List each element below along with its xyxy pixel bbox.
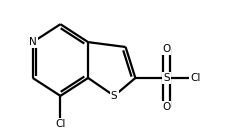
Text: O: O (161, 44, 170, 54)
Text: N: N (29, 37, 36, 47)
Text: O: O (161, 102, 170, 112)
Text: Cl: Cl (55, 119, 65, 129)
Text: S: S (110, 91, 117, 101)
Text: S: S (162, 73, 169, 83)
Text: Cl: Cl (190, 73, 200, 83)
